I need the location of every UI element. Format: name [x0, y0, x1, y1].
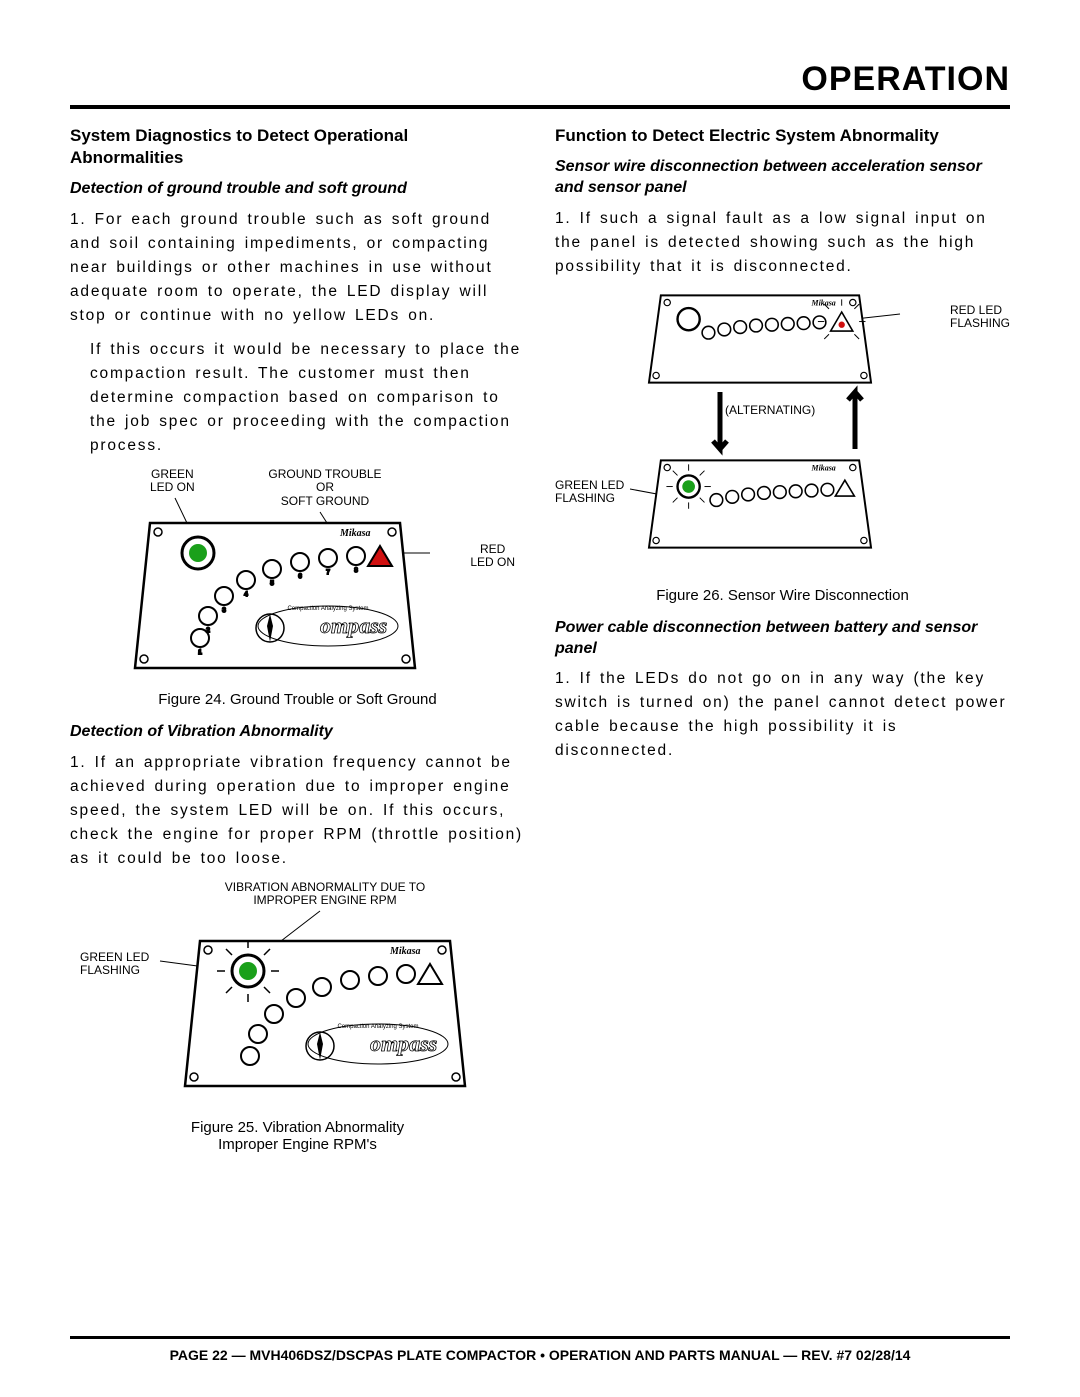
svg-text:Mikasa: Mikasa [811, 463, 836, 472]
para-text: If an appropriate vibration frequency ca… [70, 754, 523, 867]
right-column: Function to Detect Electric System Abnor… [555, 125, 1010, 1167]
svg-text:ompass: ompass [320, 613, 387, 638]
fig25-caption: Figure 25. Vibration Abnormality Imprope… [70, 1119, 525, 1153]
right-heading-1: Function to Detect Electric System Abnor… [555, 125, 1010, 147]
left-para-1: 1. For each ground trouble such as soft … [70, 208, 525, 328]
content-columns: System Diagnostics to Detect Operational… [70, 125, 1010, 1167]
left-heading-2: Detection of ground trouble and soft gro… [70, 179, 525, 200]
para-text: For each ground trouble such as soft gro… [70, 211, 493, 324]
left-column: System Diagnostics to Detect Operational… [70, 125, 525, 1167]
figure-24: GREEN LED ON GROUND TROUBLE OR SOFT GROU… [70, 468, 525, 683]
right-para-1: 1. If such a signal fault as a low signa… [555, 207, 1010, 279]
right-heading-2: Sensor wire disconnection between accele… [555, 157, 1010, 199]
header-rule [70, 105, 1010, 109]
fig24-panel: Mikasa 1 2 3 4 5 6 7 8 ompass [130, 518, 420, 678]
page-header-title: OPERATION [70, 60, 1010, 99]
para-text: If such a signal fault as a low signal i… [555, 210, 987, 275]
fig26-panel-top: Mikasa [645, 289, 875, 389]
fig25-panel: Mikasa [180, 936, 470, 1096]
left-heading-1: System Diagnostics to Detect Operational… [70, 125, 525, 169]
fig24-caption: Figure 24. Ground Trouble or Soft Ground [70, 691, 525, 708]
figure-26: RED LED FLASHING (ALTERNATING) GREEN LED… [555, 289, 1010, 579]
left-heading-3: Detection of Vibration Abnormality [70, 722, 525, 743]
page-footer: PAGE 22 — MVH406DSZ/DSCPAS PLATE COMPACT… [70, 1336, 1010, 1363]
svg-text:Mikasa: Mikasa [389, 946, 421, 957]
svg-text:Compaction Analyzing System: Compaction Analyzing System [287, 606, 368, 612]
svg-text:Mikasa: Mikasa [339, 528, 371, 539]
fig26-caption: Figure 26. Sensor Wire Disconnection [555, 587, 1010, 604]
list-number: 1. [555, 210, 572, 227]
footer-text: PAGE 22 — MVH406DSZ/DSCPAS PLATE COMPACT… [70, 1347, 1010, 1363]
figure-25: VIBRATION ABNORMALITY DUE TO IMPROPER EN… [70, 881, 525, 1111]
left-para-2: If this occurs it would be necessary to … [70, 338, 525, 458]
right-heading-3: Power cable disconnection between batter… [555, 618, 1010, 660]
para-text: If the LEDs do not go on in any way (the… [555, 670, 1007, 759]
svg-text:ompass: ompass [370, 1031, 437, 1056]
fig26-panel-bottom: Mikasa [645, 454, 875, 554]
svg-text:Mikasa: Mikasa [811, 298, 836, 307]
footer-rule [70, 1336, 1010, 1339]
left-para-3: 1. If an appropriate vibration frequency… [70, 751, 525, 871]
svg-text:Compaction Analyzing System: Compaction Analyzing System [337, 1024, 418, 1030]
list-number: 1. [70, 211, 87, 228]
right-para-2: 1. If the LEDs do not go on in any way (… [555, 667, 1010, 763]
list-number: 1. [555, 670, 572, 687]
list-number: 1. [70, 754, 87, 771]
